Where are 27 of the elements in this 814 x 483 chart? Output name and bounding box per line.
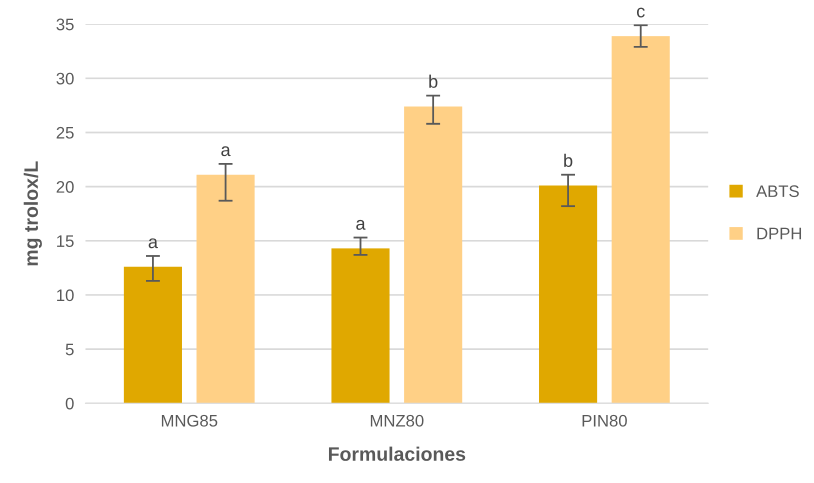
x-tick-label: MNG85: [162, 414, 218, 427]
legend-label: ABTS: [756, 185, 799, 198]
annotation: b: [429, 74, 438, 88]
annotation: b: [564, 154, 572, 167]
annotation: a: [148, 238, 158, 248]
y-axis-title: mg trolox/L: [24, 161, 42, 266]
y-tick-label: 10: [57, 289, 74, 302]
annotation: a: [356, 220, 366, 230]
y-tick-label: 15: [57, 235, 74, 248]
y-tick-label: 20: [56, 181, 74, 193]
bar: [404, 106, 462, 404]
y-tick-label: 30: [56, 72, 74, 85]
annotation: a: [221, 146, 231, 156]
x-tick-label: MNZ80: [370, 414, 424, 427]
bar: [331, 248, 390, 404]
bar: [124, 266, 182, 404]
legend-label: DPPH: [757, 228, 802, 240]
y-tick-label: 35: [56, 18, 74, 30]
text: c: [636, 8, 645, 18]
y-tick-label: 25: [56, 126, 74, 139]
bar: [196, 174, 255, 404]
y-tick-label: 0: [66, 398, 74, 410]
x-axis-title: Formulaciones: [328, 446, 466, 461]
bar: [539, 186, 598, 404]
y-tick-label: 5: [66, 344, 74, 356]
x-tick-label: PIN80: [582, 414, 627, 427]
bar: [612, 36, 670, 404]
